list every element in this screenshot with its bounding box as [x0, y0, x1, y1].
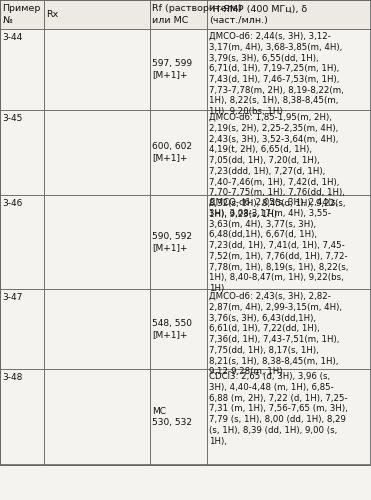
Bar	[150, 110, 207, 195]
Text: 597, 599
[M+1]+: 597, 599 [M+1]+	[152, 60, 193, 80]
Text: МС
530, 532: МС 530, 532	[152, 407, 193, 427]
Bar	[0, 369, 44, 465]
Bar	[207, 289, 371, 369]
Bar	[0, 195, 44, 289]
Text: Пример
№: Пример №	[2, 4, 40, 24]
Bar	[207, 110, 371, 195]
Text: 3-47: 3-47	[2, 293, 22, 302]
Bar	[0, 289, 44, 369]
Bar	[150, 0, 207, 29]
Bar	[44, 289, 150, 369]
Bar	[150, 369, 207, 465]
Bar	[44, 110, 150, 195]
Text: 3-45: 3-45	[2, 114, 22, 123]
Text: ДМСО-d6: 2,44(s, 3H), 3,12-
3,17(m, 4H), 3,68-3,85(m, 4H),
3,79(s, 3H), 6,55(dd,: ДМСО-d6: 2,44(s, 3H), 3,12- 3,17(m, 4H),…	[209, 32, 344, 116]
Bar	[44, 289, 150, 369]
Bar	[44, 29, 150, 110]
Bar	[44, 110, 150, 195]
Bar	[150, 29, 207, 110]
Text: 600, 602
[M+1]+: 600, 602 [M+1]+	[152, 142, 193, 163]
Bar	[0, 29, 44, 110]
Bar	[44, 195, 150, 289]
Text: ¹Н-ЯМР (400 МГц), δ
(част./млн.): ¹Н-ЯМР (400 МГц), δ (част./млн.)	[209, 4, 307, 24]
Text: 3-48: 3-48	[2, 373, 22, 382]
Bar	[150, 289, 207, 369]
Bar	[44, 195, 150, 289]
Bar	[44, 369, 150, 465]
Text: 3-46: 3-46	[2, 199, 22, 208]
Bar	[207, 195, 371, 289]
Bar	[44, 369, 150, 465]
Bar	[207, 0, 371, 29]
Text: Rx: Rx	[46, 10, 58, 19]
Bar	[207, 369, 371, 465]
Bar	[44, 0, 150, 29]
Text: CDCl3: 2,65 (d, 3H), 3,96 (s,
3H), 4,40-4,48 (m, 1H), 6,85-
6,88 (m, 2H), 7,22 (: CDCl3: 2,65 (d, 3H), 3,96 (s, 3H), 4,40-…	[209, 372, 348, 446]
Bar	[0, 0, 44, 29]
Bar	[0, 110, 44, 195]
Text: 3-44: 3-44	[2, 33, 22, 42]
Bar	[44, 29, 150, 110]
Text: 590, 592
[M+1]+: 590, 592 [M+1]+	[152, 232, 193, 252]
Text: ДМСО-d6: 2,05(s, 3H), 2,44(s,
3H), 3,08-3,17(m, 4H), 3,55-
3,63(m, 4H), 3,77(s, : ДМСО-d6: 2,05(s, 3H), 2,44(s, 3H), 3,08-…	[209, 198, 349, 293]
Text: Rf (растворитель)
или МС: Rf (растворитель) или МС	[152, 4, 242, 24]
Bar	[207, 29, 371, 110]
Bar	[150, 195, 207, 289]
Text: ДМСО-d6: 1,85-1,95(m, 2H),
2,19(s, 2H), 2,25-2,35(m, 4H),
2,43(s, 3H), 3,52-3,64: ДМСО-d6: 1,85-1,95(m, 2H), 2,19(s, 2H), …	[209, 113, 346, 219]
Text: ДМСО-d6: 2,43(s, 3H), 2,82-
2,87(m, 4H), 2,99-3,15(m, 4H),
3,76(s, 3H), 6,43(dd,: ДМСО-d6: 2,43(s, 3H), 2,82- 2,87(m, 4H),…	[209, 292, 342, 376]
Text: 548, 550
[M+1]+: 548, 550 [M+1]+	[152, 319, 193, 339]
